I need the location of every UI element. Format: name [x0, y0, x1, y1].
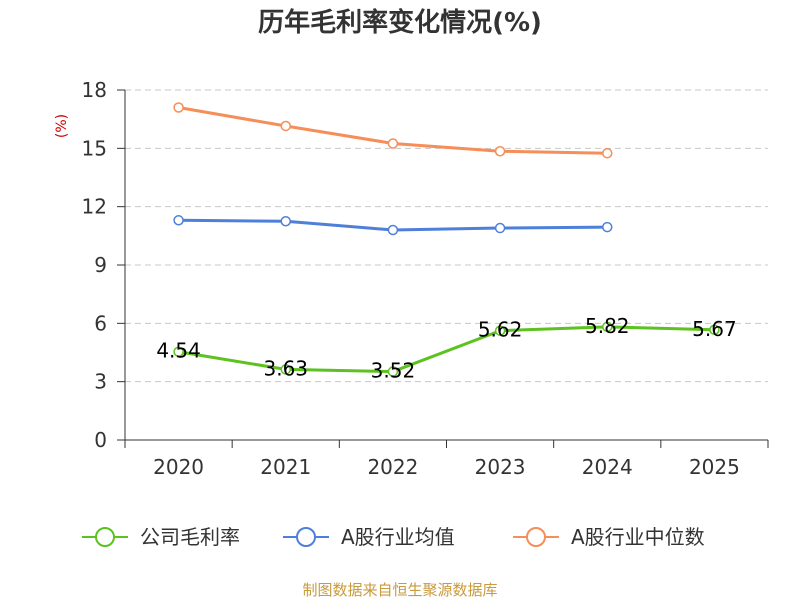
- data-point: [173, 346, 184, 357]
- data-point: [173, 102, 184, 113]
- data-label: 5.62: [478, 318, 523, 342]
- data-point: [280, 120, 291, 132]
- data-point: [280, 216, 291, 227]
- data-point: [494, 222, 506, 234]
- data-point: [709, 324, 720, 335]
- data-label: 3.52: [371, 359, 416, 383]
- data-point: [494, 325, 506, 336]
- data-point: [280, 364, 291, 375]
- x-tick-label: 2023: [475, 455, 526, 479]
- x-tick-label: 2024: [582, 455, 633, 479]
- series-industry-mean: [173, 215, 613, 236]
- data-point: [602, 221, 613, 233]
- y-tick-label: 15: [82, 136, 107, 160]
- y-axis-label: (%): [54, 114, 70, 138]
- data-point: [387, 138, 399, 149]
- data-label: 3.63: [263, 356, 308, 380]
- source-footnote: 制图数据来自恒生聚源数据库: [302, 581, 497, 599]
- data-point: [494, 146, 506, 157]
- x-tick-label: 2022: [367, 455, 418, 479]
- series-layer: [173, 102, 720, 377]
- data-label: 4.54: [156, 339, 201, 363]
- legend-item-industry-median[interactable]: A股行业中位数: [513, 525, 705, 549]
- data-label: 5.82: [585, 314, 630, 338]
- y-tick-label: 12: [82, 195, 107, 219]
- legend-label: 公司毛利率: [140, 525, 240, 549]
- legend-label: A股行业中位数: [571, 525, 705, 549]
- data-point: [602, 321, 613, 333]
- chart-title: 历年毛利率变化情况(%): [258, 7, 542, 38]
- y-tick-label: 9: [94, 253, 107, 277]
- x-tick-label: 2025: [689, 455, 740, 479]
- x-tick-label: 2020: [153, 455, 204, 479]
- x-tick-label: 2021: [260, 455, 311, 479]
- axes: 0 3 6 9 12 15 18 2020 2021 2022 2023 2024 2025: [82, 78, 769, 479]
- data-point: [387, 366, 399, 377]
- y-tick-label: 3: [94, 370, 107, 394]
- legend-marker-icon: [526, 527, 546, 547]
- legend-marker-icon: [296, 527, 316, 547]
- series-line: [178, 325, 715, 374]
- data-labels: 4.54 3.63 3.52 5.62 5.82 5.67: [156, 314, 736, 383]
- legend-marker-icon: [95, 527, 115, 547]
- y-tick-label: 6: [94, 311, 107, 335]
- series-industry-median: [173, 102, 613, 159]
- y-tick-label: 18: [82, 78, 107, 102]
- legend: 公司毛利率 A股行业均值 A股行业中位数: [82, 525, 705, 549]
- legend-label: A股行业均值: [341, 525, 455, 549]
- y-tick-label: 0: [94, 428, 107, 452]
- legend-item-company-gross-margin[interactable]: 公司毛利率: [82, 525, 240, 549]
- legend-item-industry-mean[interactable]: A股行业均值: [283, 525, 455, 549]
- data-label: 5.67: [692, 317, 737, 341]
- data-point: [173, 215, 184, 226]
- data-point: [387, 224, 399, 236]
- data-point: [602, 147, 613, 159]
- series-company-gross-margin: [173, 321, 720, 377]
